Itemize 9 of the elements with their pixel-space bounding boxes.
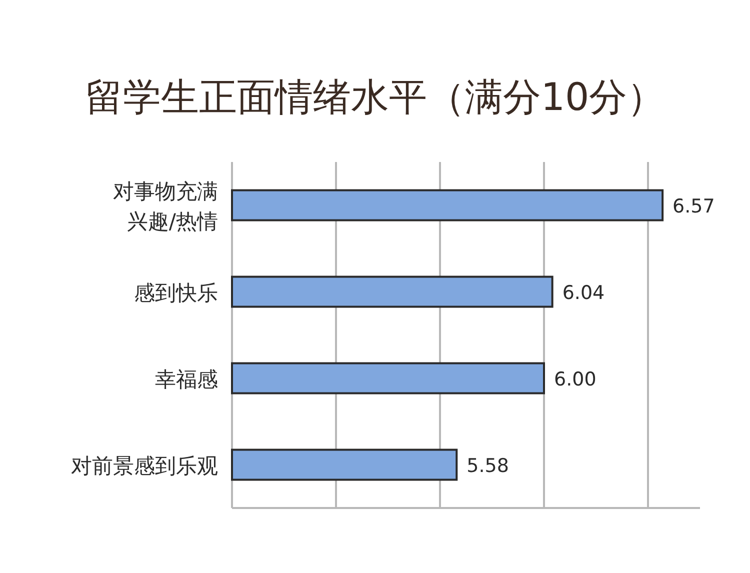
data-label: 6.00 (554, 368, 596, 390)
data-label: 6.04 (562, 282, 605, 304)
y-tick-label: 感到快乐 (134, 280, 218, 305)
data-label: 5.58 (466, 454, 509, 477)
y-tick-label: 对事物充满兴趣/热情 (113, 179, 218, 234)
y-tick-label: 幸福感 (155, 367, 218, 392)
chart-title: 留学生正面情绪水平（满分10分） (84, 75, 666, 119)
data-label: 6.57 (672, 195, 715, 218)
y-tick-label: 对前景感到乐观 (71, 454, 218, 478)
